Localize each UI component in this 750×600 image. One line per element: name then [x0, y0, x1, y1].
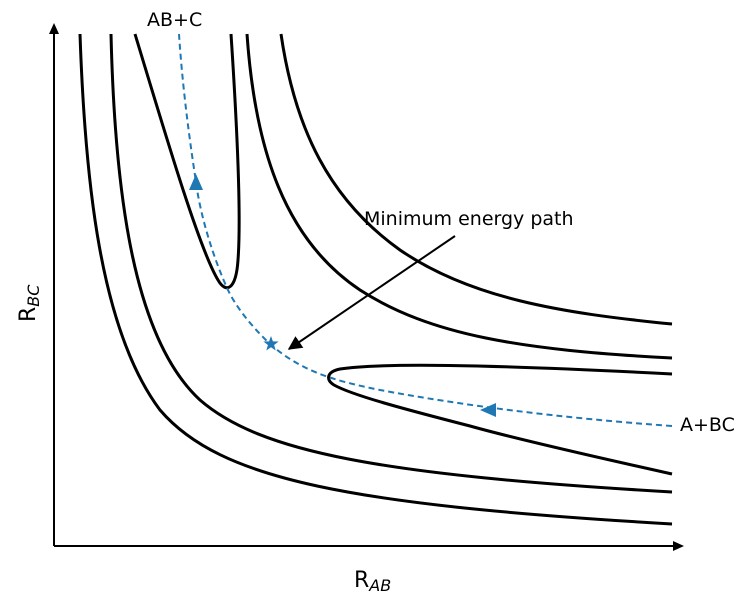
contour-line-3-reactant-valley — [327, 363, 673, 476]
axes — [49, 23, 684, 551]
contour-line-5 — [245, 33, 673, 360]
contour-line-2 — [109, 33, 673, 494]
minimum-energy-path — [178, 33, 673, 427]
reactants-label: A+BC — [680, 414, 735, 436]
products-label: AB+C — [147, 9, 202, 31]
y-axis-arrowhead — [49, 23, 59, 34]
annotation-label: Minimum energy path — [364, 208, 574, 230]
contour-lines — [78, 33, 673, 526]
x-axis-label: RAB — [354, 568, 391, 595]
annotation-arrow — [287, 235, 456, 350]
x-axis-label-subscript: AB — [368, 576, 391, 595]
x-axis-arrowhead — [673, 541, 684, 551]
contour-line-1 — [78, 33, 673, 526]
path-direction-arrow-reactant-side — [480, 403, 496, 417]
y-axis-label-main: R — [16, 307, 41, 322]
transition-state-star-icon — [263, 336, 279, 351]
y-axis-label-subscript: BC — [24, 284, 43, 307]
contour-line-4-product-valley — [133, 33, 241, 290]
y-axis-label: RBC — [16, 284, 43, 322]
path-direction-arrow-product-side — [189, 174, 203, 190]
contour-line-6 — [279, 33, 673, 326]
minimum-energy-path-curve — [178, 33, 673, 427]
x-axis-label-main: R — [354, 568, 369, 593]
